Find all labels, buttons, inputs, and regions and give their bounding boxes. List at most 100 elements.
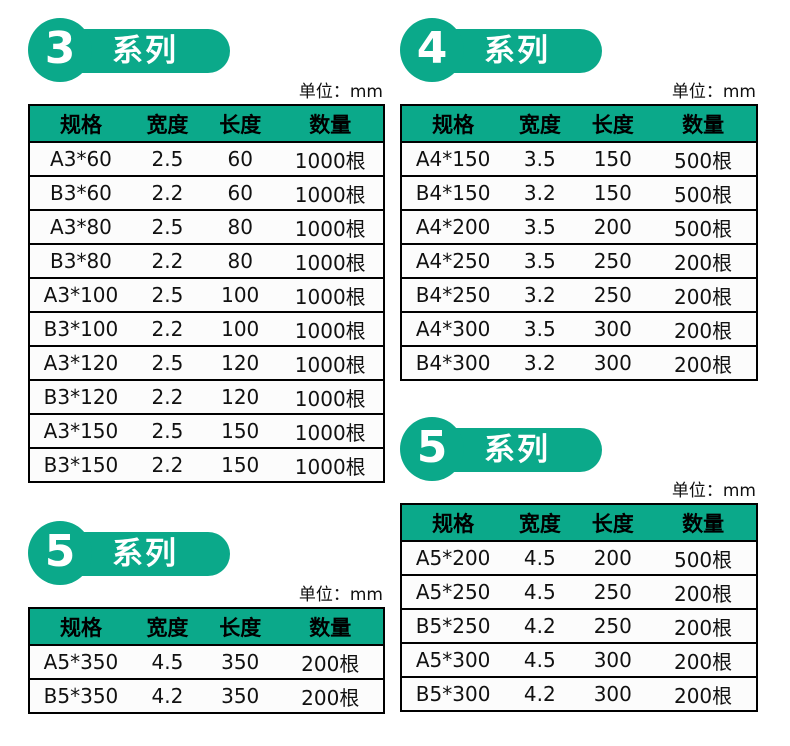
table-row: A5*350 4.5 350 200根 xyxy=(29,645,384,680)
header-row: 规格 宽度 长度 数量 xyxy=(401,105,757,143)
spec-table: 规格 宽度 长度 数量 A3*60 2.5 60 1000根 B3*60 2.2 60 100… xyxy=(28,104,385,483)
table-cell: 4.2 xyxy=(523,682,556,706)
series-badge: 系列 3 xyxy=(28,18,238,84)
series-badge: 系列 4 xyxy=(400,18,610,84)
table-row: B5*300 4.2 300 200根 xyxy=(401,677,757,711)
table-row: A5*300 4.5 300 200根 xyxy=(401,643,757,678)
series-5-right-section: 系列 5 单位：mm 规格 宽度 长度 数量 A5*200 4.5 200 500根 A… xyxy=(400,417,758,712)
unit-label: 单位：mm xyxy=(671,481,756,501)
table-cell: 200根 xyxy=(301,685,360,710)
series-4-section: 系列 4 单位：mm 规格 宽度 长度 数量 A4*150 3.5 150 500根 B… xyxy=(400,18,758,381)
table-row: B3*60 2.2 60 1000根 xyxy=(29,176,384,211)
table-row: A3*120 2.5 120 1000根 xyxy=(29,346,384,381)
col-header-width: 宽度 xyxy=(131,608,203,646)
table-row: B3*100 2.2 100 1000根 xyxy=(29,312,384,347)
unit-label: 单位：mm xyxy=(298,82,383,102)
series-3-section: 系列 3 单位：mm 规格 宽度 长度 数量 A3*60 2.5 60 1000根 B3… xyxy=(28,18,385,483)
table-row: B4*250 3.2 250 200根 xyxy=(401,278,757,313)
table-cell: 1000根 xyxy=(277,176,384,211)
table-cell: 120 xyxy=(202,380,278,415)
spec-table-body: A3*60 2.5 60 1000根 B3*60 2.2 60 1000根 A3*80 2.5 80… xyxy=(29,142,384,482)
series-number-badge: 3 xyxy=(28,18,92,82)
col-header-quantity: 数量 xyxy=(650,105,757,143)
table-cell: 1000根 xyxy=(277,380,384,415)
table-cell: B4*300 xyxy=(415,351,491,375)
spec-table: 规格 宽度 长度 数量 A5*200 4.5 200 500根 A5*250 4.5 250… xyxy=(400,503,758,712)
col-header-spec: 规格 xyxy=(29,608,132,646)
table-cell: 4.5 xyxy=(504,575,576,610)
table-cell: B3*60 xyxy=(29,176,132,211)
table-cell: 350 xyxy=(221,684,260,708)
table-cell: 4.5 xyxy=(504,643,576,678)
col-header-quantity: 数量 xyxy=(650,504,757,542)
table-cell: 500根 xyxy=(650,142,757,177)
table-cell: 120 xyxy=(202,346,278,381)
table-cell: 200根 xyxy=(277,645,384,680)
series-number-badge: 5 xyxy=(28,521,92,585)
table-cell: B5*250 xyxy=(401,609,505,644)
table-cell: A3*80 xyxy=(29,210,132,245)
series-badge: 系列 5 xyxy=(28,521,238,587)
table-cell: 300 xyxy=(593,682,632,706)
series-label: 系列 xyxy=(112,32,178,69)
table-cell: 4.2 xyxy=(151,684,184,708)
table-cell: A5*250 xyxy=(401,575,505,610)
table-row: A4*250 3.5 250 200根 xyxy=(401,244,757,279)
series-number: 5 xyxy=(416,422,448,473)
series-5-left-section: 系列 5 单位：mm 规格 宽度 长度 数量 A5*350 4.5 350 200根 B… xyxy=(28,521,385,714)
table-row: A3*80 2.5 80 1000根 xyxy=(29,210,384,245)
table-cell: 3.5 xyxy=(504,142,576,177)
table-cell: A4*250 xyxy=(401,244,505,279)
table-cell: 100 xyxy=(202,312,278,347)
table-row: A3*150 2.5 150 1000根 xyxy=(29,414,384,449)
table-cell: 300 xyxy=(575,312,651,347)
table-row: A3*100 2.5 100 1000根 xyxy=(29,278,384,313)
table-cell: 4.2 xyxy=(504,609,576,644)
table-cell: A3*150 xyxy=(29,414,132,449)
col-header-quantity: 数量 xyxy=(277,608,384,646)
series-number-badge: 4 xyxy=(400,18,464,82)
table-cell: 4.5 xyxy=(504,541,576,576)
table-row: B5*250 4.2 250 200根 xyxy=(401,609,757,644)
table-cell: 150 xyxy=(575,176,651,211)
table-cell: 200根 xyxy=(650,575,757,610)
spec-table-body: A4*150 3.5 150 500根 B4*150 3.2 150 500根 A4*200 3.… xyxy=(401,142,757,380)
table-cell: 2.5 xyxy=(131,414,203,449)
table-cell: B5*300 xyxy=(415,682,491,706)
spec-table-body: A5*350 4.5 350 200根 B5*350 4.2 350 200根 xyxy=(29,645,384,713)
table-cell: 150 xyxy=(221,453,260,477)
col-header-length: 长度 xyxy=(202,105,278,143)
table-cell: 500根 xyxy=(650,210,757,245)
table-cell: 500根 xyxy=(650,541,757,576)
table-cell: 1000根 xyxy=(277,210,384,245)
header-row: 规格 宽度 长度 数量 xyxy=(29,105,384,143)
col-header-length: 长度 xyxy=(575,504,651,542)
table-row: A3*60 2.5 60 1000根 xyxy=(29,142,384,177)
col-header-spec: 规格 xyxy=(401,504,505,542)
spec-table-head: 规格 宽度 长度 数量 xyxy=(401,504,757,542)
table-cell: B4*150 xyxy=(401,176,505,211)
table-cell: 500根 xyxy=(650,176,757,211)
series-label: 系列 xyxy=(484,32,550,69)
table-cell: 250 xyxy=(575,244,651,279)
table-cell: B5*350 xyxy=(43,684,119,708)
table-cell: 3.2 xyxy=(504,176,576,211)
table-cell: 200根 xyxy=(673,352,733,377)
table-cell: 2.5 xyxy=(131,278,203,313)
table-cell: 100 xyxy=(202,278,278,313)
spec-table: 规格 宽度 长度 数量 A5*350 4.5 350 200根 B5*350 4.2 350… xyxy=(28,607,385,714)
table-cell: 3.5 xyxy=(504,210,576,245)
table-cell: 200根 xyxy=(650,312,757,347)
table-cell: 2.2 xyxy=(131,244,203,279)
table-cell: 200根 xyxy=(650,643,757,678)
series-number-badge: 5 xyxy=(400,417,464,481)
table-cell: 1000根 xyxy=(277,142,384,177)
table-row: B3*80 2.2 80 1000根 xyxy=(29,244,384,279)
table-cell: 1000根 xyxy=(277,346,384,381)
table-cell: 350 xyxy=(202,645,278,680)
table-cell: 60 xyxy=(202,142,278,177)
table-cell: 250 xyxy=(575,609,651,644)
series-number: 4 xyxy=(416,23,448,74)
table-cell: 1000根 xyxy=(277,244,384,279)
